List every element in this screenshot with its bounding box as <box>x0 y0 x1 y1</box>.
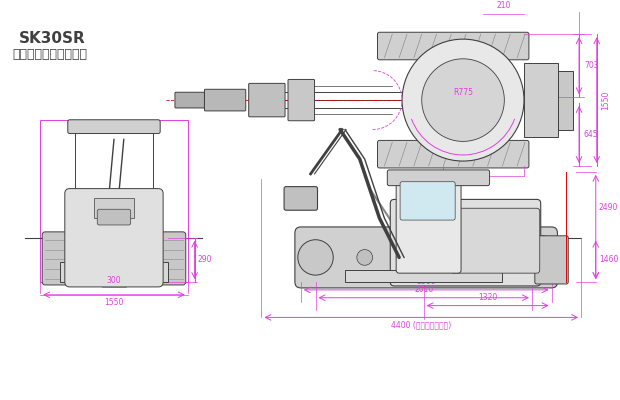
Circle shape <box>357 250 373 265</box>
Bar <box>524 63 559 138</box>
Text: 2490: 2490 <box>599 203 618 212</box>
Text: 703: 703 <box>584 61 598 70</box>
Bar <box>40 120 188 282</box>
FancyBboxPatch shape <box>295 227 557 288</box>
FancyBboxPatch shape <box>288 80 314 121</box>
FancyBboxPatch shape <box>42 232 91 285</box>
Bar <box>94 198 134 218</box>
FancyBboxPatch shape <box>175 92 205 108</box>
Text: 1550: 1550 <box>601 90 611 110</box>
FancyBboxPatch shape <box>249 83 285 117</box>
FancyBboxPatch shape <box>400 182 455 220</box>
Text: 3360: 3360 <box>417 277 436 286</box>
Bar <box>345 270 502 282</box>
Text: 1460: 1460 <box>599 255 618 264</box>
Text: 290: 290 <box>198 255 212 264</box>
FancyBboxPatch shape <box>378 140 529 168</box>
FancyBboxPatch shape <box>65 188 163 287</box>
FancyBboxPatch shape <box>284 187 317 210</box>
Text: コベルコ建機株式会社: コベルコ建機株式会社 <box>12 48 87 61</box>
FancyBboxPatch shape <box>396 179 461 273</box>
Circle shape <box>435 250 451 265</box>
Text: 2010: 2010 <box>414 285 433 294</box>
FancyBboxPatch shape <box>68 120 160 134</box>
Text: 1550: 1550 <box>104 298 123 307</box>
Text: R775: R775 <box>453 88 473 97</box>
FancyBboxPatch shape <box>390 200 541 286</box>
Circle shape <box>422 59 504 141</box>
Bar <box>559 71 573 130</box>
Bar <box>60 262 168 282</box>
Text: SK30SR: SK30SR <box>19 31 86 46</box>
Circle shape <box>402 39 524 161</box>
Text: 645: 645 <box>584 130 598 139</box>
Circle shape <box>520 236 564 279</box>
FancyBboxPatch shape <box>136 232 186 285</box>
Circle shape <box>396 250 412 265</box>
FancyBboxPatch shape <box>388 170 490 186</box>
FancyBboxPatch shape <box>205 89 246 111</box>
FancyBboxPatch shape <box>535 236 569 284</box>
Text: 300: 300 <box>107 276 122 285</box>
Text: 210: 210 <box>496 1 510 10</box>
FancyBboxPatch shape <box>450 208 540 273</box>
FancyBboxPatch shape <box>378 32 529 60</box>
Text: 4400 (ｱｰﾑ前の全長): 4400 (ｱｰﾑ前の全長) <box>391 320 451 329</box>
FancyBboxPatch shape <box>97 209 131 225</box>
Circle shape <box>298 240 333 275</box>
Text: 70: 70 <box>479 179 489 188</box>
Circle shape <box>475 250 490 265</box>
Text: 1320: 1320 <box>478 293 497 302</box>
